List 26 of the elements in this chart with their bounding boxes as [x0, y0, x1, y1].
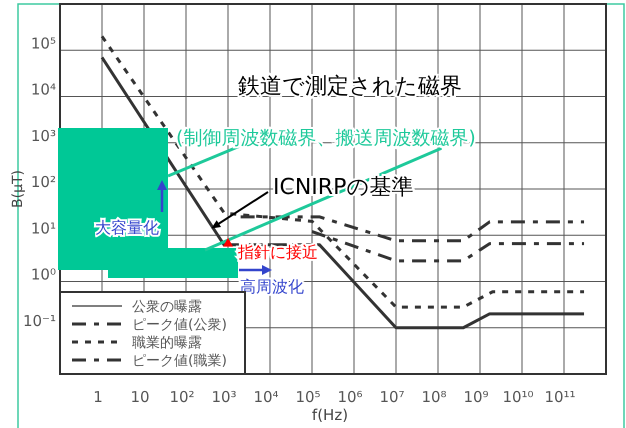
legend-label: 職業的曝露: [132, 335, 202, 351]
y-tick-label: 10³: [30, 126, 56, 145]
x-tick-label: 10⁷: [379, 388, 405, 406]
y-tick-label: 10⁴: [30, 80, 56, 98]
y-tick-label: 10²: [30, 173, 56, 191]
y-axis-title: B(μT): [10, 170, 26, 208]
y-tick-label: 10¹: [30, 219, 56, 238]
x-tick-label: 10⁴: [253, 388, 279, 406]
legend-label: 公衆の曝露: [132, 299, 202, 315]
y-tick-label: 10⁻¹: [22, 312, 56, 330]
x-tick-label: 10⁵: [295, 388, 321, 406]
y-tick-label: 10⁵: [30, 34, 56, 52]
x-tick-label: 10⁹: [463, 388, 489, 406]
x-tick-label: 10³: [211, 388, 237, 406]
x-tick-label: 10⁸: [421, 388, 447, 406]
legend-label: ピーク値(職業): [132, 353, 227, 369]
x-tick-label: 1: [93, 388, 103, 406]
annotation: 大容量化: [95, 218, 159, 237]
y-tick-label: 10⁰: [30, 266, 56, 284]
legend-label: ピーク値(公衆): [132, 317, 227, 333]
x-tick-label: 10: [130, 388, 150, 406]
x-tick-label: 10⁶: [337, 388, 363, 406]
x-tick-label: 10¹¹: [544, 388, 576, 406]
x-tick-label: 10²: [169, 388, 195, 406]
x-tick-label: 10¹⁰: [502, 388, 534, 406]
x-axis-title: f(Hz): [312, 406, 348, 424]
